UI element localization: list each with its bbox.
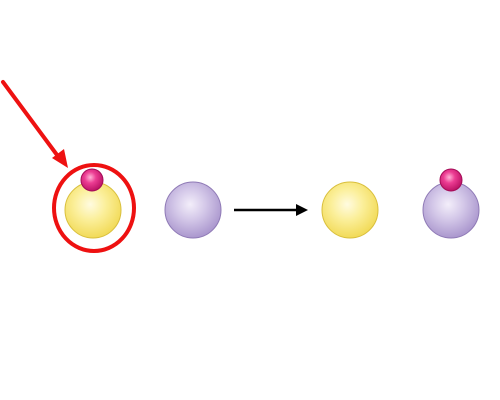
- magenta-particle: [439, 168, 463, 192]
- reactant-lavender: [164, 181, 222, 239]
- reactant-yellow-with-particle: [64, 168, 122, 239]
- product-lavender-with-particle: [422, 168, 480, 239]
- magenta-particle: [80, 168, 104, 192]
- product-yellow: [321, 181, 379, 239]
- highlight-circle: [52, 163, 136, 253]
- lavender-sphere: [164, 181, 222, 239]
- yellow-sphere: [321, 181, 379, 239]
- pointer-arrow: [1, 80, 68, 168]
- reaction-arrow: [234, 204, 308, 216]
